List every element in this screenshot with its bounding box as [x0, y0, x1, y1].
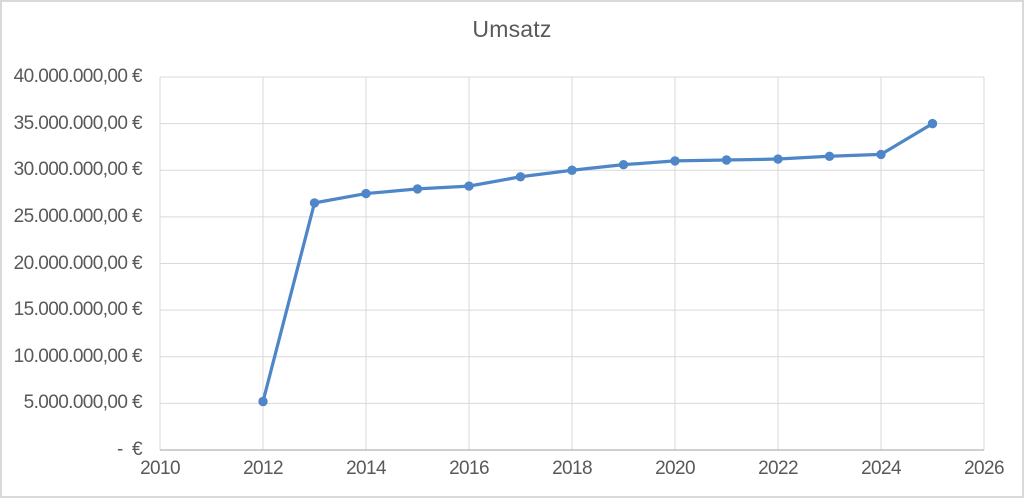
y-tick-label: - €: [116, 439, 143, 460]
data-point-marker: [824, 151, 835, 161]
y-tick-label: 30.000.000,00 €: [13, 159, 143, 181]
y-tick-label: 15.000.000,00 €: [13, 299, 143, 321]
chart-title: Umsatz: [472, 16, 552, 42]
gridlines: [159, 76, 985, 450]
data-point-marker: [618, 159, 629, 170]
data-point-marker: [258, 396, 268, 407]
x-tick-label: 2018: [552, 458, 592, 479]
data-point-marker: [464, 181, 474, 191]
x-tick-label: 2022: [758, 458, 798, 479]
data-point-marker: [412, 184, 423, 194]
x-tick-label: 2016: [449, 458, 489, 479]
series-line: [261, 122, 935, 404]
x-tick-label: 2024: [861, 458, 901, 479]
y-tick-label: 40.000.000,00 €: [13, 66, 143, 87]
x-tick-label: 2026: [964, 458, 1004, 479]
y-tick-label: 25.000.000,00 €: [13, 205, 143, 227]
x-tick-label: 2012: [243, 458, 283, 479]
x-tick-label: 2014: [346, 458, 386, 479]
data-point-marker: [567, 165, 577, 175]
x-tick-label: 2010: [140, 458, 180, 479]
x-tick-label: 2020: [655, 458, 695, 479]
data-point-marker: [670, 156, 680, 166]
data-point-marker: [309, 198, 320, 208]
data-point-marker: [515, 172, 526, 182]
y-tick-label: 10.000.000,00 €: [13, 345, 143, 367]
data-point-marker: [773, 154, 783, 164]
series-umsatz: [258, 118, 938, 407]
y-tick-label: 35.000.000,00 €: [13, 112, 143, 134]
y-tick-label: 5.000.000,00 €: [23, 392, 143, 414]
data-point-marker: [721, 155, 732, 165]
data-point-marker: [927, 118, 938, 129]
y-tick-label: 20.000.000,00 €: [13, 252, 143, 274]
data-point-marker: [876, 149, 886, 160]
data-point-marker: [361, 188, 371, 199]
